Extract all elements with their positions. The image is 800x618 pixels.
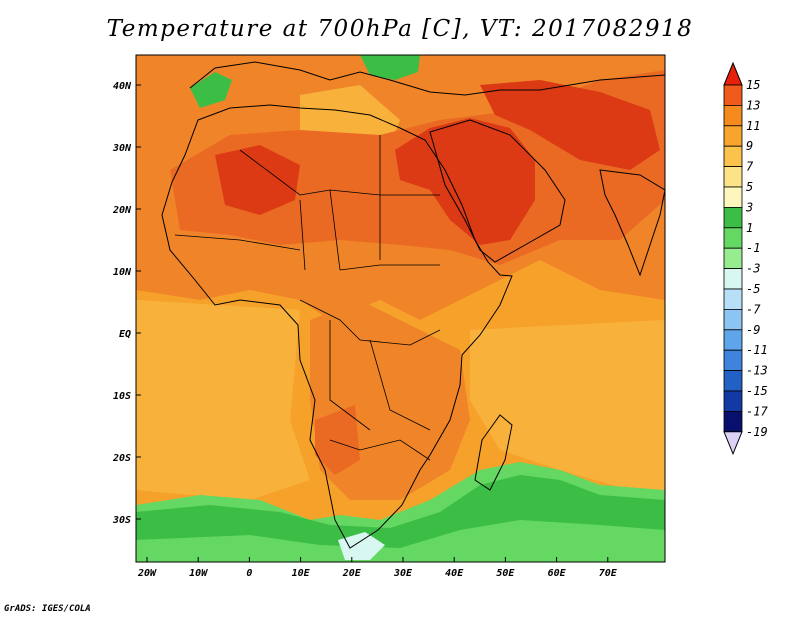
colorbar-top-arrow [723, 61, 743, 86]
colorbar-label: 13 [746, 98, 760, 112]
colorbar-label: 15 [746, 78, 760, 92]
country-borders [174, 135, 441, 461]
colorbar-swatch [723, 268, 743, 290]
lat-tick-label: 30N [112, 143, 132, 154]
hottest-region-iran [480, 80, 660, 170]
lat-tick-label: 10S [113, 391, 131, 402]
map-title: Temperature at 700hPa [C], VT: 201708291… [106, 16, 694, 42]
plot-frame [135, 54, 666, 563]
lon-tick-label: 20W [137, 568, 157, 579]
cool-patch-iberia [190, 72, 232, 108]
colorbar-label: 9 [746, 139, 753, 153]
lat-tick-label: 30S [112, 515, 131, 526]
colorbar-bottom-arrow [723, 431, 743, 456]
colorbar: 15 13 11 9 7 5 3 1 -1 -3 -5 -7 -9 -11 -13 -15 -17 -19 [723, 61, 768, 456]
africa-coastline [161, 104, 513, 549]
india-coastline [599, 169, 666, 277]
hottest-region-arabia [395, 118, 535, 245]
colorbar-swatch [723, 105, 743, 127]
cool-band-south-inner [136, 520, 665, 562]
colorbar-label: 5 [746, 180, 753, 194]
colorbar-swatch [723, 227, 743, 249]
grads-credit: GrADS: IGES/COLA [4, 604, 91, 614]
colorbar-label: 1 [746, 221, 753, 235]
colorbar-swatch [723, 166, 743, 188]
colorbar-label: 3 [745, 200, 753, 214]
lon-tick-label: 10E [292, 568, 311, 579]
colorbar-swatch [723, 329, 743, 351]
lon-tick-label: 10W [189, 568, 208, 579]
lat-tick-label: 20N [112, 205, 132, 216]
lon-tick-label: 30E [393, 568, 413, 579]
colorbar-swatch [723, 145, 743, 167]
colorbar-swatch [723, 390, 743, 412]
colorbar-label: 11 [746, 119, 760, 133]
cool-region-indian-ocean [470, 320, 665, 500]
colorbar-swatch [723, 125, 743, 147]
colorbar-label: -17 [746, 404, 768, 418]
hot-patch-south [315, 405, 360, 475]
colorbar-swatch [723, 308, 743, 331]
colorbar-label: -11 [746, 343, 768, 357]
lat-tick-label: 40N [113, 81, 132, 92]
colorbar-label: -7 [746, 302, 761, 316]
colorbar-swatch [723, 206, 743, 229]
colorbar-swatch [723, 410, 743, 433]
lon-tick-label: 40E [445, 568, 464, 579]
colorbar-label: -1 [746, 241, 760, 255]
lat-tick-label: 20S [112, 453, 131, 464]
colorbar-label: -13 [746, 364, 768, 378]
latitude-ticks: 40N 30N 20N 10N EQ 10S 20S 30S [112, 81, 141, 526]
colorbar-label: -15 [746, 384, 768, 398]
coastlines [161, 61, 666, 549]
cool-patch-europe [360, 55, 420, 80]
colorbar-label: -3 [746, 262, 760, 276]
longitude-ticks: 20W 10W 0 10E 20E 30E 40E 50E 60E 70E [137, 557, 618, 579]
temperature-field [136, 55, 665, 562]
lon-tick-label: 20E [342, 568, 362, 579]
madagascar-coastline [474, 414, 513, 491]
hottest-region-west-sahara [215, 145, 300, 215]
lat-tick-label: 10N [113, 267, 132, 278]
colorbar-swatch [723, 370, 743, 392]
cool-patch-cape [338, 532, 385, 560]
arabia-coastline [429, 119, 566, 263]
europe-coastline [189, 61, 666, 96]
colorbar-label: -5 [746, 282, 760, 296]
lat-tick-label: EQ [119, 329, 131, 340]
lon-tick-label: 50E [496, 568, 515, 579]
cool-region-atlantic [136, 300, 310, 500]
lon-tick-label: 70E [599, 568, 618, 579]
colorbar-swatch [723, 247, 743, 269]
colorbar-label: -19 [746, 425, 768, 439]
colorbar-swatch [723, 84, 743, 106]
colorbar-swatch [723, 186, 743, 208]
colorbar-swatch [723, 288, 743, 310]
lon-tick-label: 0 [246, 568, 252, 579]
colorbar-swatch [723, 349, 743, 372]
colorbar-label: 7 [746, 160, 754, 174]
lon-tick-label: 60E [548, 568, 567, 579]
colorbar-label: -9 [746, 323, 760, 337]
